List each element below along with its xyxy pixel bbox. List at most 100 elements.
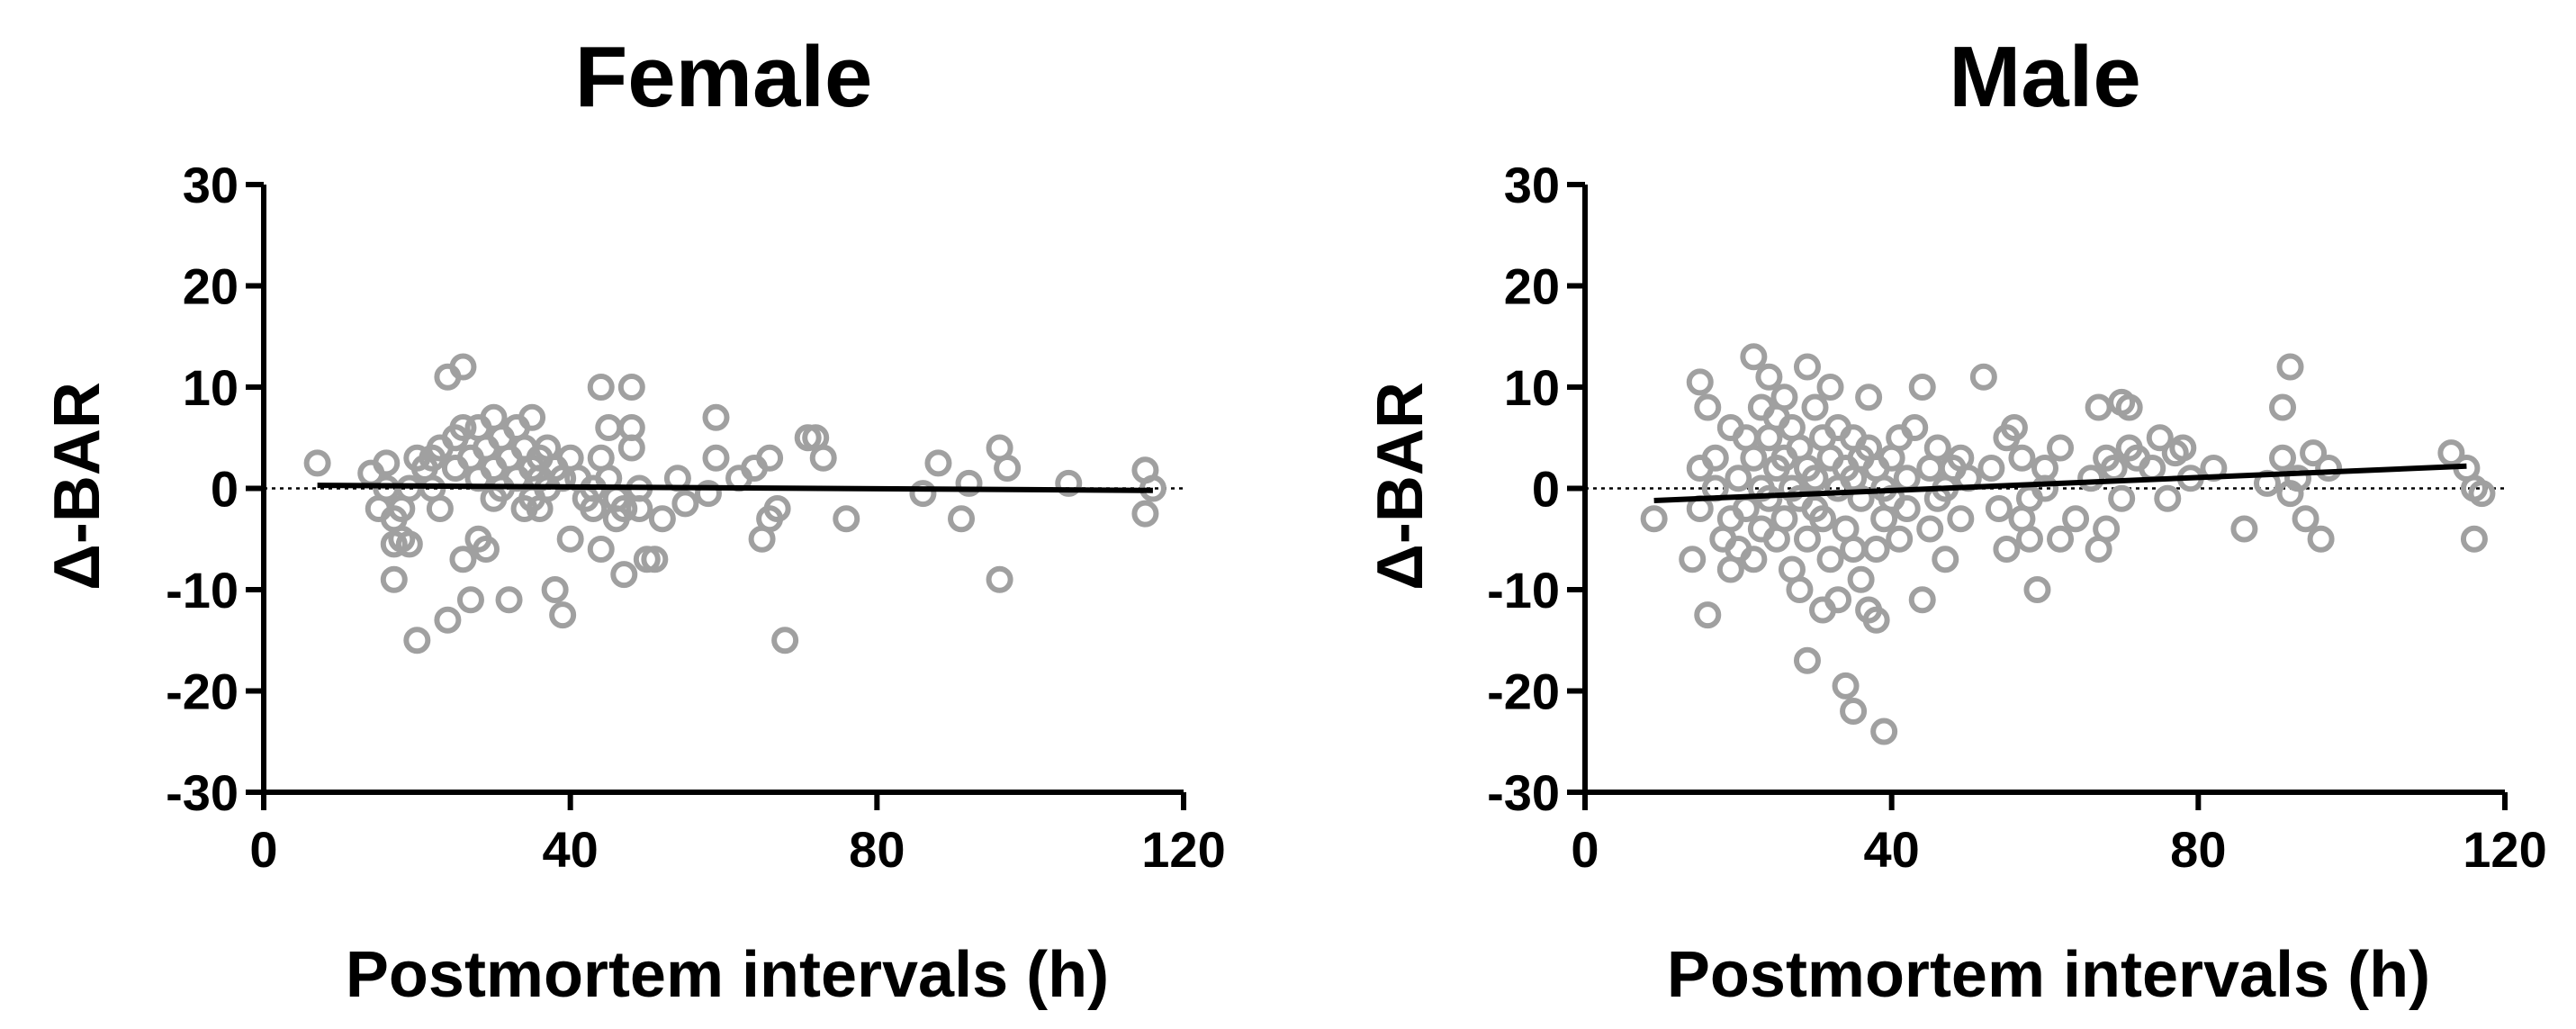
data-point bbox=[495, 586, 523, 614]
data-point bbox=[303, 449, 331, 477]
data-point bbox=[449, 414, 477, 441]
y-tick-label: 30 bbox=[183, 157, 239, 213]
data-point bbox=[2023, 576, 2051, 603]
x-tick-label: 0 bbox=[1571, 821, 1599, 878]
data-point bbox=[472, 536, 500, 563]
x-axis-label: Postmortem intervals (h) bbox=[1667, 939, 2430, 1011]
data-point bbox=[2437, 439, 2465, 467]
data-point bbox=[994, 455, 1022, 482]
data-point bbox=[2047, 434, 2075, 462]
data-point bbox=[2468, 480, 2496, 508]
data-point bbox=[1923, 434, 1951, 462]
data-point bbox=[1993, 536, 2021, 563]
data-point bbox=[909, 480, 937, 508]
data-point bbox=[756, 444, 784, 472]
data-point bbox=[1694, 601, 1722, 629]
data-point bbox=[1855, 384, 1883, 411]
data-point bbox=[456, 586, 484, 614]
data-point bbox=[694, 480, 722, 508]
data-point bbox=[1862, 606, 1890, 634]
y-tick-label: -30 bbox=[1487, 764, 1560, 821]
data-point bbox=[2108, 484, 2136, 512]
data-point bbox=[2269, 444, 2297, 472]
y-tick-label: -10 bbox=[166, 562, 239, 618]
data-point bbox=[2115, 393, 2143, 421]
data-point bbox=[1701, 444, 1729, 472]
y-tick-label: 0 bbox=[211, 461, 239, 518]
data-point bbox=[2093, 515, 2121, 543]
data-point bbox=[518, 403, 546, 431]
chart-title: Female bbox=[575, 29, 873, 125]
data-point bbox=[1901, 414, 1929, 441]
data-point bbox=[2031, 474, 2058, 502]
data-point bbox=[2085, 393, 2112, 421]
data-point bbox=[2077, 465, 2105, 492]
data-point bbox=[2269, 393, 2297, 421]
data-point bbox=[1840, 698, 1868, 725]
y-tick-label: 10 bbox=[1504, 359, 1560, 416]
data-point bbox=[955, 469, 983, 497]
data-point bbox=[1840, 536, 1868, 563]
data-point bbox=[1985, 495, 2013, 522]
data-point bbox=[1947, 505, 1975, 533]
data-point bbox=[2276, 353, 2304, 381]
data-point bbox=[610, 561, 638, 589]
data-point bbox=[610, 495, 638, 522]
data-point bbox=[549, 601, 577, 629]
data-point bbox=[434, 606, 462, 634]
data-point bbox=[1793, 353, 1821, 381]
y-axis-label: Δ-BAR bbox=[41, 382, 113, 591]
data-point bbox=[595, 414, 623, 441]
data-point bbox=[1832, 672, 1860, 700]
data-point bbox=[2307, 525, 2335, 553]
data-point bbox=[2154, 484, 2182, 512]
data-point bbox=[2169, 434, 2197, 462]
y-tick-label: 30 bbox=[1504, 157, 1560, 213]
data-point bbox=[587, 536, 615, 563]
data-point bbox=[617, 414, 645, 441]
data-point bbox=[1679, 546, 1707, 573]
data-point bbox=[2284, 465, 2312, 492]
x-tick-label: 120 bbox=[1141, 821, 1225, 878]
data-point bbox=[2000, 414, 2028, 441]
data-point bbox=[2062, 505, 2090, 533]
data-point bbox=[648, 505, 676, 533]
y-tick-label: 20 bbox=[183, 258, 239, 315]
data-point bbox=[587, 374, 615, 401]
data-point bbox=[1816, 546, 1844, 573]
data-point bbox=[1786, 576, 1814, 603]
regression-line bbox=[1653, 463, 2467, 503]
data-point bbox=[948, 505, 976, 533]
data-point bbox=[1862, 536, 1890, 563]
y-tick-label: -20 bbox=[1487, 663, 1560, 720]
x-tick-label: 80 bbox=[849, 821, 905, 878]
x-tick-label: 40 bbox=[1864, 821, 1920, 878]
y-tick-label: 20 bbox=[1504, 258, 1560, 315]
data-point bbox=[2292, 505, 2319, 533]
chart-title: Male bbox=[1949, 29, 2140, 125]
data-point bbox=[1694, 393, 1722, 421]
data-point bbox=[617, 374, 645, 401]
data-point bbox=[2460, 525, 2488, 553]
data-point bbox=[2047, 525, 2075, 553]
data-point bbox=[641, 546, 669, 573]
data-point bbox=[1801, 465, 1829, 492]
data-point bbox=[1740, 343, 1768, 371]
data-point bbox=[403, 627, 431, 654]
y-tick-label: 0 bbox=[1532, 461, 1560, 518]
data-point bbox=[1793, 525, 1821, 553]
data-point bbox=[1755, 363, 1783, 391]
data-point bbox=[2315, 455, 2343, 482]
data-point bbox=[1686, 368, 1714, 396]
data-point bbox=[1886, 525, 1914, 553]
data-point bbox=[556, 525, 584, 553]
x-tick-label: 0 bbox=[249, 821, 277, 878]
data-point bbox=[1847, 484, 1875, 512]
data-point bbox=[924, 449, 952, 477]
data-point bbox=[2300, 439, 2328, 467]
data-point bbox=[1801, 393, 1829, 421]
data-point bbox=[1932, 546, 1959, 573]
data-point bbox=[449, 546, 477, 573]
data-point bbox=[1640, 505, 1668, 533]
